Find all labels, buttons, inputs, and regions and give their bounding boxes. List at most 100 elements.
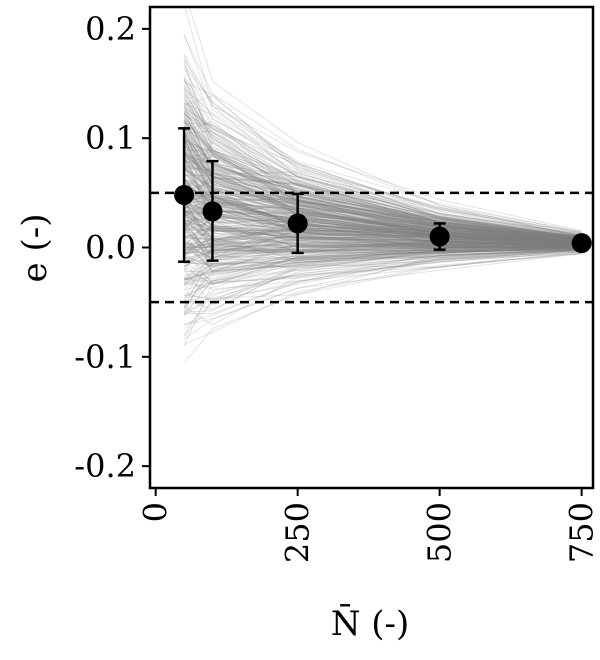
trajectory-line xyxy=(184,249,582,282)
trajectory-line xyxy=(183,247,582,286)
y-tick-label: -0.1 xyxy=(74,338,136,376)
trajectory-line xyxy=(183,249,582,299)
trajectory-line xyxy=(183,77,582,237)
trajectory-line xyxy=(183,253,582,340)
trajectory-line xyxy=(183,139,582,240)
trajectory-line xyxy=(183,250,582,325)
background-trajectories xyxy=(183,7,582,364)
trajectory-line xyxy=(183,151,582,239)
trajectory-line xyxy=(183,247,582,281)
trajectory-line xyxy=(183,113,582,238)
trajectory-line xyxy=(183,95,582,238)
trajectory-line xyxy=(183,235,582,273)
trajectory-line xyxy=(183,248,582,310)
trajectory-line xyxy=(183,116,582,238)
trajectory-line xyxy=(184,248,582,315)
trajectory-line xyxy=(183,81,582,234)
trajectory-line xyxy=(183,246,582,290)
trajectory-line xyxy=(183,130,582,240)
trajectory-line xyxy=(183,246,582,286)
trajectory-line xyxy=(183,249,582,316)
trajectory-line xyxy=(183,90,582,238)
trajectory-line xyxy=(183,248,582,297)
trajectory-line xyxy=(183,102,582,237)
trajectory-line xyxy=(183,102,582,238)
data-point xyxy=(287,213,308,234)
trajectory-line xyxy=(183,124,582,239)
trajectory-line xyxy=(189,7,582,232)
trajectory-line xyxy=(183,131,582,239)
trajectory-line xyxy=(183,74,582,238)
trajectory-line xyxy=(184,248,582,304)
trajectory-line xyxy=(184,122,582,236)
trajectory-line xyxy=(183,247,582,309)
trajectory-line xyxy=(183,250,582,330)
trajectory-line xyxy=(183,251,582,337)
trajectory-line xyxy=(183,251,582,313)
trajectory-line xyxy=(184,242,582,263)
trajectory-line xyxy=(183,109,582,237)
trajectory-line xyxy=(183,55,582,236)
trajectory-line xyxy=(183,133,582,240)
trajectory-line xyxy=(183,153,582,241)
trajectory-line xyxy=(183,252,582,346)
trajectory-line xyxy=(183,125,582,241)
trajectory-line xyxy=(184,249,582,290)
trajectory-line xyxy=(183,108,582,237)
trajectory-line xyxy=(183,95,582,235)
x-tick-label: 500 xyxy=(421,502,459,563)
trajectory-line xyxy=(183,121,582,237)
trajectory-line xyxy=(183,251,582,326)
data-points xyxy=(174,185,592,254)
trajectory-line xyxy=(183,111,582,239)
data-point xyxy=(571,233,592,254)
data-point xyxy=(429,226,450,247)
trajectory-line xyxy=(183,240,582,259)
trajectory-line xyxy=(184,248,582,274)
trajectory-line xyxy=(184,248,582,280)
trajectory-line xyxy=(183,114,582,239)
trajectory-line xyxy=(183,247,582,286)
trajectory-line xyxy=(183,33,582,233)
trajectory-line xyxy=(183,248,582,314)
data-point xyxy=(174,185,195,206)
trajectory-line xyxy=(183,246,582,268)
trajectory-line xyxy=(183,121,582,241)
trajectory-line xyxy=(183,106,582,237)
trajectory-line xyxy=(183,249,582,312)
trajectory-line xyxy=(184,247,582,265)
trajectory-line xyxy=(183,253,582,346)
trajectory-line xyxy=(183,59,582,235)
trajectory-line xyxy=(183,68,582,236)
trajectory-line xyxy=(183,247,582,310)
trajectory-line xyxy=(183,143,582,239)
trajectory-line xyxy=(183,251,582,336)
y-tick-label: 0.2 xyxy=(85,10,136,48)
x-tick-label: 250 xyxy=(279,502,317,563)
trajectory-line xyxy=(183,119,582,238)
trajectory-line xyxy=(184,7,582,232)
x-axis-ticks: 0 250 500 750 xyxy=(137,488,600,563)
y-tick-label: 0.1 xyxy=(85,119,136,157)
trajectory-line xyxy=(183,53,582,233)
trajectory-line xyxy=(184,246,582,276)
trajectory-line xyxy=(183,116,582,238)
trajectory-line xyxy=(183,253,582,326)
trajectory-line xyxy=(183,250,582,289)
trajectory-line xyxy=(184,248,582,285)
trajectory-line xyxy=(183,62,582,238)
trajectory-line xyxy=(183,119,582,241)
trajectory-line xyxy=(183,139,582,239)
trajectory-line xyxy=(183,248,582,285)
trajectory-line xyxy=(183,247,582,281)
y-tick-label: 0.0 xyxy=(85,229,136,267)
trajectory-line xyxy=(183,248,582,306)
trajectory-line xyxy=(183,77,582,239)
y-axis-ticks: -0.2 -0.1 0.0 0.1 0.2 xyxy=(74,10,150,485)
trajectory-line xyxy=(183,247,582,265)
trajectory-line xyxy=(183,125,582,238)
trajectory-line xyxy=(183,112,582,241)
trajectory-line xyxy=(183,250,582,304)
trajectory-line xyxy=(183,249,582,301)
